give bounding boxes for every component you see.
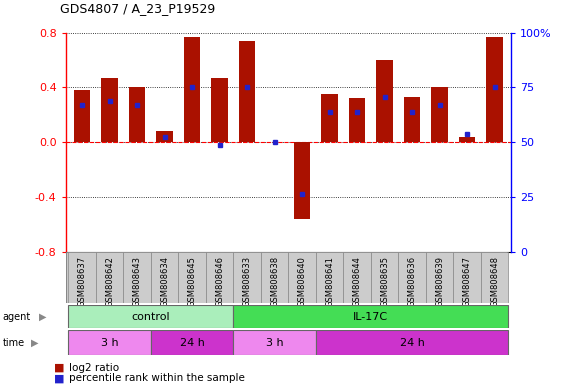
Text: GSM808635: GSM808635 <box>380 256 389 307</box>
Bar <box>234 330 316 355</box>
Bar <box>431 87 448 142</box>
Text: ■: ■ <box>54 373 65 383</box>
Text: GSM808637: GSM808637 <box>78 256 87 307</box>
Bar <box>74 90 90 142</box>
Bar <box>151 330 234 355</box>
Bar <box>178 252 206 303</box>
Bar <box>151 252 178 303</box>
Bar <box>343 252 371 303</box>
Text: ▶: ▶ <box>39 312 46 322</box>
Bar <box>206 252 234 303</box>
Bar <box>96 252 123 303</box>
Text: IL-17C: IL-17C <box>353 312 388 322</box>
Bar <box>371 252 399 303</box>
Text: GSM808641: GSM808641 <box>325 256 334 306</box>
Bar <box>376 60 393 142</box>
Bar <box>404 97 420 142</box>
Bar <box>459 137 475 142</box>
Bar <box>211 78 228 142</box>
Text: GSM808642: GSM808642 <box>105 256 114 306</box>
Text: time: time <box>3 338 25 348</box>
Bar <box>399 252 426 303</box>
Bar <box>426 252 453 303</box>
Bar <box>321 94 338 142</box>
Bar <box>69 330 151 355</box>
Bar <box>261 252 288 303</box>
Text: GDS4807 / A_23_P19529: GDS4807 / A_23_P19529 <box>60 2 215 15</box>
Text: GSM808636: GSM808636 <box>408 256 417 307</box>
Bar <box>156 131 173 142</box>
Bar <box>239 41 255 142</box>
Bar <box>69 252 96 303</box>
Text: GSM808633: GSM808633 <box>243 256 252 307</box>
Bar <box>234 252 261 303</box>
Text: GSM808638: GSM808638 <box>270 256 279 307</box>
Text: GSM808643: GSM808643 <box>132 256 142 307</box>
Text: GSM808648: GSM808648 <box>490 256 499 307</box>
Text: log2 ratio: log2 ratio <box>69 363 119 373</box>
Text: GSM808644: GSM808644 <box>352 256 361 306</box>
Bar <box>349 98 365 142</box>
Text: GSM808640: GSM808640 <box>297 256 307 306</box>
Bar <box>294 142 311 219</box>
Text: 24 h: 24 h <box>180 338 204 348</box>
Text: GSM808645: GSM808645 <box>188 256 196 306</box>
Bar <box>234 305 508 328</box>
Bar <box>69 305 234 328</box>
Bar <box>184 37 200 142</box>
Text: control: control <box>131 312 170 322</box>
Text: percentile rank within the sample: percentile rank within the sample <box>69 373 244 383</box>
Bar <box>316 252 343 303</box>
Text: 3 h: 3 h <box>266 338 283 348</box>
Bar <box>486 37 503 142</box>
Text: GSM808647: GSM808647 <box>463 256 472 307</box>
Text: ▶: ▶ <box>31 338 39 348</box>
Bar <box>316 330 508 355</box>
Text: GSM808639: GSM808639 <box>435 256 444 307</box>
Text: ■: ■ <box>54 363 65 373</box>
Bar <box>123 252 151 303</box>
Text: 24 h: 24 h <box>400 338 424 348</box>
Text: GSM808634: GSM808634 <box>160 256 169 307</box>
Bar <box>102 78 118 142</box>
Text: 3 h: 3 h <box>101 338 118 348</box>
Bar <box>129 87 146 142</box>
Bar <box>481 252 508 303</box>
Text: GSM808646: GSM808646 <box>215 256 224 307</box>
Bar <box>453 252 481 303</box>
Bar <box>288 252 316 303</box>
Text: agent: agent <box>3 312 31 322</box>
